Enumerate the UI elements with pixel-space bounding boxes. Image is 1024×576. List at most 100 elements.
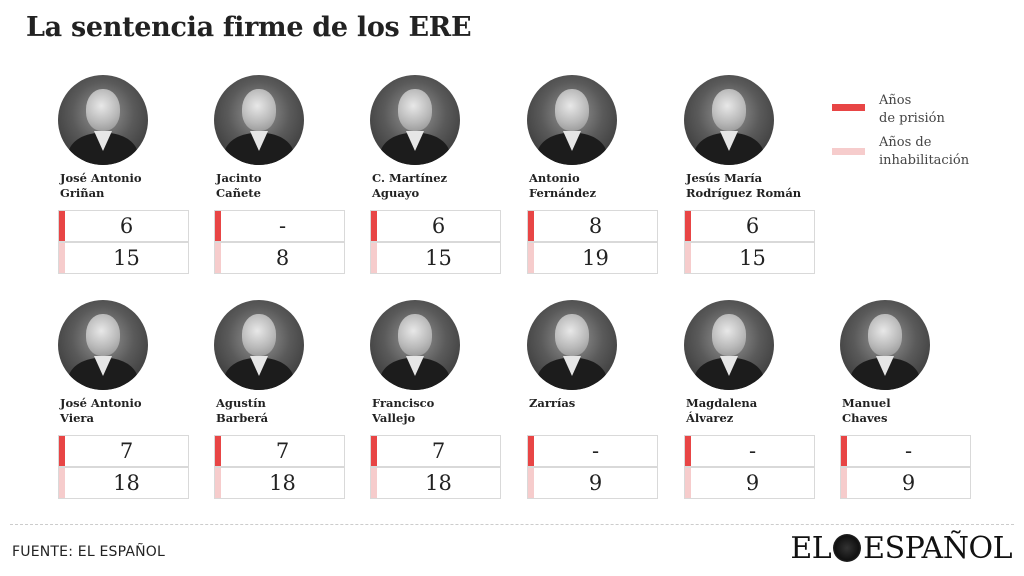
person-name-line2: Barberá — [216, 411, 269, 425]
prison-years-box: - — [214, 210, 345, 242]
prison-bar — [371, 436, 377, 466]
prison-years-value: 6 — [431, 214, 446, 238]
person-name: José Antonio Griñan — [60, 171, 200, 201]
prison-bar — [59, 211, 65, 241]
person-name-line1: C. Martínez — [372, 171, 448, 185]
prison-bar — [685, 211, 691, 241]
logo-text-right: ESPAÑOL — [863, 531, 1012, 566]
inhab-years-box: 18 — [214, 467, 345, 499]
portrait-photo — [527, 75, 617, 165]
inhab-years-value: 18 — [425, 471, 452, 495]
source-note: FUENTE: EL ESPAÑOL — [12, 544, 166, 560]
portrait-photo — [840, 300, 930, 390]
prison-years-value: - — [278, 214, 287, 238]
person-name: Agustín Barberá — [216, 396, 356, 426]
prison-years-box: 6 — [370, 210, 501, 242]
inhab-bar — [528, 243, 534, 273]
inhab-bar — [371, 243, 377, 273]
person-name: José Antonio Viera — [60, 396, 200, 426]
inhab-years-box: 18 — [370, 467, 501, 499]
portrait-head — [712, 89, 746, 131]
person-name-line2: Rodríguez Román — [686, 186, 802, 200]
person-card: Zarrías - 9 — [527, 300, 658, 500]
person-card: José Antonio Griñan 6 15 — [58, 75, 189, 275]
portrait-photo — [58, 75, 148, 165]
portrait-photo — [684, 75, 774, 165]
person-name: Francisco Vallejo — [372, 396, 512, 426]
portrait-head — [398, 89, 432, 131]
inhab-years-value: 18 — [269, 471, 296, 495]
legend-prison-swatch — [832, 104, 865, 111]
portrait-photo — [214, 300, 304, 390]
inhab-years-box: 9 — [684, 467, 815, 499]
prison-years-value: - — [904, 439, 913, 463]
person-name-line2: Chaves — [842, 411, 888, 425]
person-name-line2: Vallejo — [372, 411, 416, 425]
person-name-line1: Zarrías — [529, 396, 576, 410]
inhab-bar — [59, 243, 65, 273]
inhab-years-box: 15 — [370, 242, 501, 274]
person-card: Magdalena Álvarez - 9 — [684, 300, 815, 500]
legend-inhab-label-line2: inhabilitación — [879, 153, 970, 168]
inhab-years-box: 15 — [58, 242, 189, 274]
person-name-line1: José Antonio — [60, 396, 142, 410]
portrait-head — [712, 314, 746, 356]
person-name-line1: Magdalena — [686, 396, 758, 410]
person-name: Antonio Fernández — [529, 171, 669, 201]
person-name-line1: Agustín — [216, 396, 266, 410]
prison-bar — [528, 211, 534, 241]
person-name-line2: Álvarez — [686, 411, 734, 425]
inhab-bar — [528, 468, 534, 498]
person-name: Jesús María Rodríguez Román — [686, 171, 826, 201]
inhab-years-value: 9 — [745, 471, 760, 495]
person-name-line1: José Antonio — [60, 171, 142, 185]
legend-inhab-swatch — [832, 148, 865, 155]
portrait-photo — [58, 300, 148, 390]
prison-years-box: - — [684, 435, 815, 467]
portrait-head — [242, 314, 276, 356]
inhab-years-box: 15 — [684, 242, 815, 274]
legend-prison-label-line1: Años — [879, 93, 912, 108]
person-card: Jacinto Cañete - 8 — [214, 75, 345, 275]
legend-inhab-label: Años de inhabilitación — [879, 134, 999, 170]
inhab-years-value: 9 — [901, 471, 916, 495]
person-name-line2: Aguayo — [372, 186, 420, 200]
prison-years-value: 7 — [119, 439, 134, 463]
inhab-years-value: 15 — [739, 246, 766, 270]
prison-years-value: - — [591, 439, 600, 463]
person-name-line2: Cañete — [216, 186, 261, 200]
portrait-head — [555, 89, 589, 131]
inhab-years-value: 9 — [588, 471, 603, 495]
legend-prison-label: Años de prisión — [879, 92, 999, 128]
person-card: Antonio Fernández 8 19 — [527, 75, 658, 275]
chart-title: La sentencia firme de los ERE — [26, 12, 472, 43]
inhab-years-value: 19 — [582, 246, 609, 270]
portrait-photo — [370, 300, 460, 390]
portrait-head — [398, 314, 432, 356]
person-name-line1: Francisco — [372, 396, 435, 410]
person-name-line2: Fernández — [529, 186, 596, 200]
inhab-years-value: 15 — [425, 246, 452, 270]
portrait-head — [555, 314, 589, 356]
inhab-years-value: 8 — [275, 246, 290, 270]
portrait-photo — [527, 300, 617, 390]
inhab-bar — [215, 243, 221, 273]
person-card: Francisco Vallejo 7 18 — [370, 300, 501, 500]
person-card: Agustín Barberá 7 18 — [214, 300, 345, 500]
person-name-line1: Jesús María — [686, 171, 763, 185]
footer-divider — [10, 524, 1014, 525]
portrait-photo — [684, 300, 774, 390]
portrait-head — [86, 314, 120, 356]
person-name: Manuel Chaves — [842, 396, 982, 426]
person-name-line1: Manuel — [842, 396, 891, 410]
inhab-bar — [59, 468, 65, 498]
prison-bar — [215, 211, 221, 241]
legend-inhab-label-line1: Años de — [879, 135, 932, 150]
inhab-bar — [215, 468, 221, 498]
prison-years-value: 7 — [431, 439, 446, 463]
prison-bar — [371, 211, 377, 241]
inhab-years-box: 8 — [214, 242, 345, 274]
person-card: C. Martínez Aguayo 6 15 — [370, 75, 501, 275]
person-name: Jacinto Cañete — [216, 171, 356, 201]
portrait-head — [868, 314, 902, 356]
